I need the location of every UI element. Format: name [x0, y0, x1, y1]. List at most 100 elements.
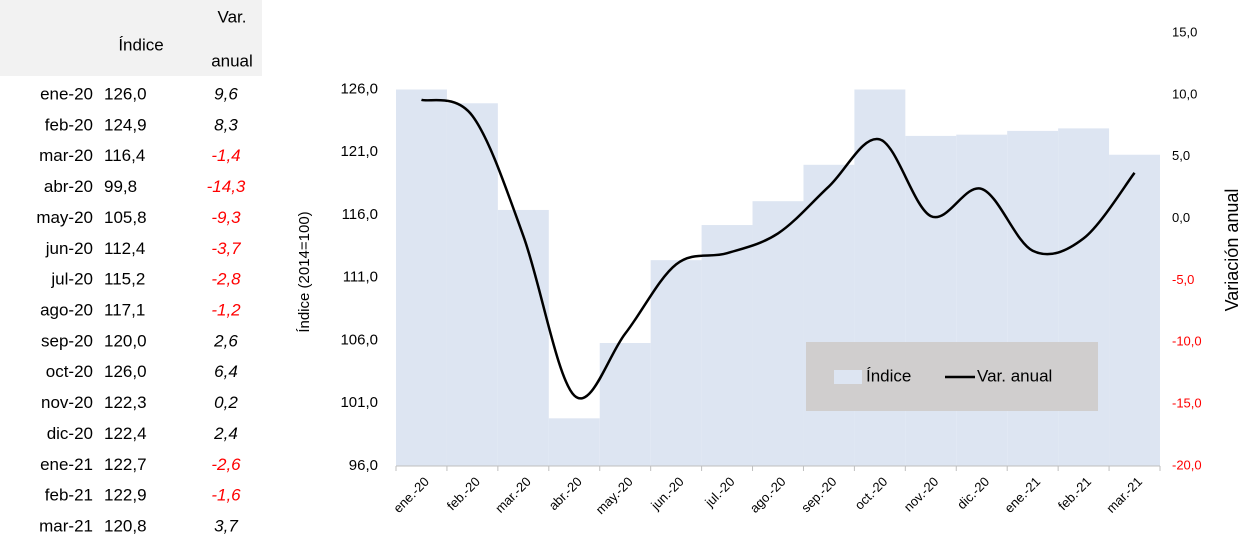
row-label: sep-20 [41, 331, 93, 350]
y-tick-label: 116,0 [342, 206, 378, 223]
index-cell: 105,8 [104, 208, 147, 227]
bar [599, 343, 651, 466]
bar [548, 418, 600, 466]
bar [650, 260, 702, 466]
bar [752, 201, 804, 467]
index-cell: 126,0 [104, 84, 147, 103]
row-label: ene-21 [40, 455, 93, 474]
y2-axis-title: Variación anual [1222, 189, 1242, 312]
index-cell: 124,9 [104, 115, 147, 134]
x-tick-label: jul.-20 [701, 474, 737, 510]
var-cell: -1,6 [211, 486, 241, 505]
row-label: abr-20 [44, 177, 93, 196]
index-cell: 120,8 [104, 517, 147, 536]
x-tick-label: dic.-20 [954, 474, 992, 512]
var-cell: -3,7 [211, 239, 241, 258]
table-header: anual [211, 51, 253, 70]
row-label: ene-20 [40, 84, 93, 103]
y2-tick-label: -10,0 [1172, 334, 1202, 349]
row-label: oct-20 [46, 362, 93, 381]
index-cell: 99,8 [104, 177, 137, 196]
bar [497, 209, 549, 466]
x-tick-label: ene.-20 [390, 474, 432, 516]
bar [396, 89, 447, 466]
row-label: jul-20 [50, 270, 93, 289]
bar [701, 225, 753, 466]
var-cell: 8,3 [214, 115, 238, 134]
y-tick-label: 106,0 [340, 331, 378, 348]
var-cell: 2,6 [213, 331, 238, 350]
row-label: feb-20 [45, 115, 93, 134]
var-cell: 2,4 [213, 424, 238, 443]
index-cell: 122,7 [104, 455, 147, 474]
bar [1058, 128, 1110, 467]
var-cell: -2,8 [211, 270, 241, 289]
index-cell: 122,4 [104, 424, 147, 443]
bar [905, 135, 957, 466]
x-tick-label: abr.-20 [546, 474, 585, 513]
legend-label: Var. anual [977, 366, 1052, 385]
x-tick-label: nov.-20 [901, 474, 942, 515]
row-label: ago-20 [40, 301, 93, 320]
bar [1109, 154, 1160, 466]
index-cell: 116,4 [104, 146, 145, 165]
x-tick-label: feb.-20 [444, 474, 483, 513]
y-axis-title: Índice (2014=100) [296, 211, 313, 332]
index-cell: 117,1 [104, 301, 145, 320]
y2-tick-label: 0,0 [1172, 210, 1190, 225]
x-tick-label: mar.-20 [492, 474, 534, 516]
index-cell: 120,0 [104, 331, 147, 350]
y-tick-label: 111,0 [343, 269, 378, 286]
row-label: feb-21 [45, 486, 93, 505]
y2-tick-label: -20,0 [1172, 457, 1202, 472]
x-tick-label: sep.-20 [798, 474, 839, 515]
bar [446, 103, 498, 466]
var-cell: -14,3 [207, 177, 246, 196]
x-tick-label: jun.-20 [647, 474, 686, 513]
x-tick-label: ago.-20 [747, 474, 789, 516]
y2-tick-label: 10,0 [1172, 86, 1197, 101]
row-label: nov-20 [41, 393, 93, 412]
x-tick-label: ene.-21 [1001, 474, 1043, 516]
line [421, 98, 1136, 400]
row-label: dic-20 [47, 424, 93, 443]
var-cell: -1,4 [211, 146, 240, 165]
var-cell: 6,4 [214, 362, 238, 381]
x-tick-label: oct.-20 [852, 474, 891, 513]
y-tick-label: 96,0 [349, 457, 378, 474]
row-label: mar-20 [39, 146, 93, 165]
bar [956, 134, 1008, 466]
table-header-bg [0, 0, 262, 76]
y-tick-label: 126,0 [340, 80, 378, 97]
y2-tick-label: -15,0 [1172, 396, 1202, 411]
index-cell: 122,3 [104, 393, 147, 412]
index-cell: 112,4 [104, 239, 145, 258]
index-cell: 126,0 [104, 362, 147, 381]
x-tick-label: mar.-21 [1103, 474, 1145, 516]
var-cell: -1,2 [211, 301, 241, 320]
x-tick-label: feb.-21 [1055, 474, 1094, 513]
table-header: Índice [118, 35, 163, 54]
y2-tick-label: 5,0 [1172, 148, 1190, 163]
y2-tick-label: -5,0 [1172, 272, 1194, 287]
bar [803, 164, 855, 467]
index-cell: 122,9 [104, 486, 147, 505]
row-label: may-20 [36, 208, 93, 227]
legend-label: Índice [866, 366, 911, 385]
var-cell: 9,6 [214, 84, 238, 103]
table-header: Var. [218, 7, 247, 26]
index-cell: 115,2 [104, 270, 145, 289]
y-tick-label: 101,0 [340, 394, 378, 411]
x-tick-label: may.-20 [593, 474, 636, 517]
var-cell: -2,6 [211, 455, 241, 474]
bar [1007, 130, 1059, 467]
var-cell: 3,7 [214, 517, 238, 536]
row-label: mar-21 [39, 517, 93, 536]
row-label: jun-20 [45, 239, 93, 258]
var-cell: 0,2 [214, 393, 238, 412]
y2-tick-label: 15,0 [1172, 24, 1197, 39]
y-tick-label: 121,0 [340, 143, 378, 160]
legend-swatch [834, 370, 862, 384]
